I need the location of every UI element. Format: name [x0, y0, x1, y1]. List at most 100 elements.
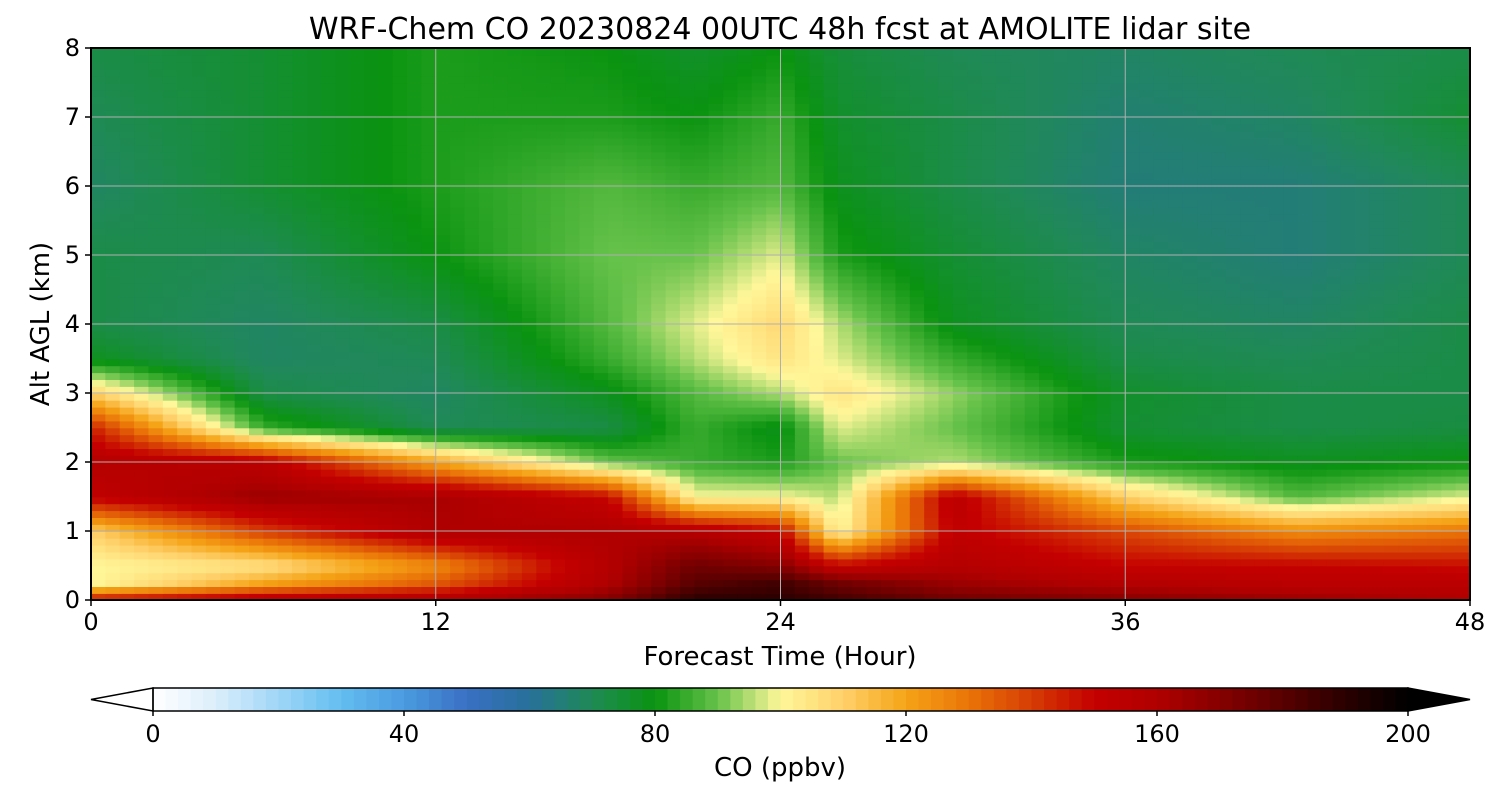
heatmap-cell — [679, 296, 696, 305]
heatmap-cell — [162, 399, 178, 408]
heatmap-cell — [205, 330, 222, 339]
heatmap-cell — [809, 482, 825, 491]
heatmap-cell — [780, 510, 796, 518]
heatmap-cell — [694, 303, 710, 311]
heatmap-cell — [938, 324, 954, 332]
heatmap-cell — [1096, 303, 1112, 311]
heatmap-cell — [1254, 579, 1270, 587]
heatmap-cell — [1455, 517, 1470, 525]
heatmap-cell — [1369, 593, 1385, 600]
heatmap-cell — [234, 413, 250, 422]
heatmap-cell — [1168, 351, 1184, 360]
heatmap-cell — [608, 261, 624, 270]
heatmap-cell — [1297, 296, 1313, 305]
heatmap-cell — [737, 393, 753, 401]
heatmap-cell — [866, 496, 882, 505]
heatmap-cell — [1326, 455, 1342, 463]
heatmap-cell — [1067, 531, 1083, 539]
heatmap-cell — [1398, 324, 1414, 332]
heatmap-cell — [536, 337, 552, 346]
heatmap-cell — [119, 531, 135, 539]
heatmap-cell — [507, 551, 523, 560]
heatmap-cell — [981, 372, 997, 380]
heatmap-cell — [1268, 420, 1285, 429]
heatmap-cell — [450, 434, 466, 443]
heatmap-cell — [1398, 248, 1414, 256]
heatmap-cell — [1355, 441, 1371, 449]
heatmap-cell — [1369, 330, 1385, 339]
heatmap-cell — [407, 579, 423, 587]
heatmap-cell — [593, 496, 609, 505]
heatmap-cell — [895, 593, 911, 600]
heatmap-cell — [794, 475, 811, 484]
heatmap-cell — [1211, 379, 1227, 387]
heatmap-cell — [521, 296, 538, 305]
heatmap-cell — [292, 565, 308, 574]
heatmap-cell — [105, 330, 121, 339]
heatmap-cell — [809, 344, 825, 353]
heatmap-cell — [263, 379, 279, 387]
heatmap-cell — [938, 586, 954, 594]
heatmap-cell — [636, 427, 653, 436]
heatmap-cell — [1067, 268, 1083, 277]
heatmap-cell — [148, 289, 164, 298]
heatmap-cell — [737, 337, 753, 346]
heatmap-cell — [665, 358, 681, 367]
heatmap-cell — [665, 441, 681, 449]
heatmap-cell — [952, 393, 969, 401]
heatmap-cell — [1398, 365, 1414, 374]
heatmap-cell — [1153, 572, 1170, 581]
heatmap-cell — [220, 593, 236, 600]
heatmap-cell — [593, 586, 609, 594]
heatmap-cell — [1039, 261, 1055, 270]
heatmap-cell — [148, 427, 164, 436]
heatmap-cell — [766, 441, 782, 449]
heatmap-cell — [737, 420, 753, 429]
heatmap-cell — [967, 296, 983, 305]
heatmap-cell — [435, 537, 451, 546]
heatmap-cell — [550, 510, 566, 518]
heatmap-cell — [866, 303, 882, 311]
heatmap-cell — [1168, 489, 1184, 498]
heatmap-cell — [392, 310, 408, 318]
heatmap-cell — [1139, 296, 1155, 305]
heatmap-cell — [191, 248, 207, 256]
heatmap-cell — [1225, 475, 1241, 484]
heatmap-cell — [565, 455, 581, 463]
heatmap-cell — [881, 358, 897, 367]
heatmap-cell — [191, 275, 207, 284]
heatmap-cell — [536, 317, 552, 325]
heatmap-cell — [349, 579, 365, 587]
heatmap-cell — [1297, 427, 1313, 436]
heatmap-cell — [263, 579, 279, 587]
heatmap-cell — [809, 427, 825, 436]
heatmap-cell — [579, 413, 595, 422]
heatmap-cell — [435, 551, 451, 560]
heatmap-cell — [105, 462, 121, 470]
heatmap-cell — [794, 289, 811, 298]
heatmap-cell — [952, 579, 969, 587]
heatmap-cell — [881, 261, 897, 270]
heatmap-cell — [205, 565, 222, 574]
heatmap-cell — [392, 517, 408, 525]
heatmap-cell — [1067, 524, 1083, 532]
heatmap-cell — [751, 482, 767, 491]
heatmap-cell — [1412, 310, 1428, 318]
heatmap-cell — [450, 427, 466, 436]
heatmap-cell — [177, 255, 193, 263]
heatmap-cell — [1168, 593, 1184, 600]
heatmap-cell — [708, 593, 724, 600]
heatmap-cell — [292, 448, 308, 456]
heatmap-cell — [493, 434, 509, 443]
heatmap-cell — [435, 586, 451, 594]
heatmap-cell — [550, 531, 566, 539]
heatmap-cell — [464, 351, 480, 360]
heatmap-cell — [320, 372, 336, 380]
heatmap-cell — [866, 489, 882, 498]
heatmap-cell — [1398, 317, 1414, 325]
heatmap-cell — [1024, 496, 1040, 505]
heatmap-cell — [1168, 482, 1184, 491]
heatmap-cell — [1398, 537, 1414, 546]
heatmap-cell — [435, 386, 451, 394]
heatmap-cell — [378, 462, 394, 470]
